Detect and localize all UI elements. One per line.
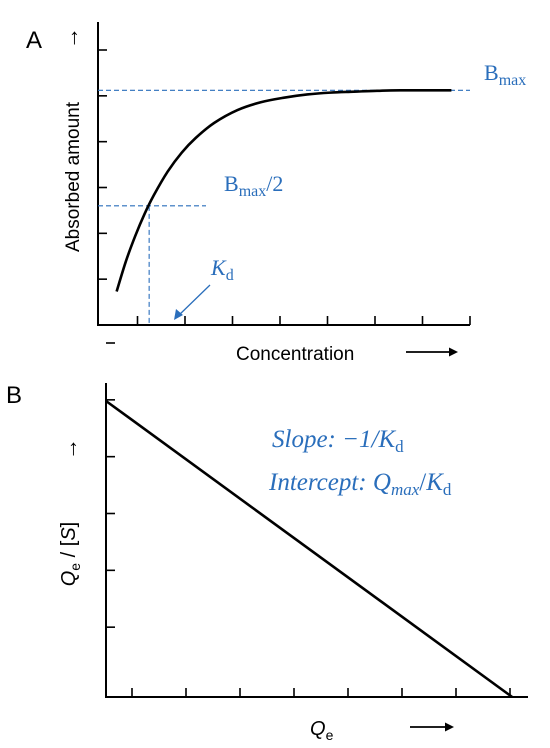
panel-b: B Qe / [S] → Slope: −1/Kd Intercept: Qma… [6, 342, 528, 743]
y-ticks-a [98, 49, 107, 280]
x-axis-label-b: Qe [310, 718, 334, 743]
kd-label: Kd [210, 255, 234, 284]
panel-a: A Absorbed amount → Bmax Bmax/2 Kd Conce… [26, 22, 526, 365]
x-axis-label-a: Concentration [236, 344, 354, 365]
x-ticks-a [136, 316, 471, 325]
scatchard-line [105, 399, 513, 699]
y-axis-label-a: Absorbed amount [63, 101, 84, 252]
y-axis-arrow-b: → [57, 438, 82, 460]
kd-arrow [174, 284, 211, 320]
y-ticks-b [106, 342, 115, 628]
y-axis-label-b: Qe / [S] [58, 522, 83, 587]
half-bmax-label: Bmax/2 [224, 171, 283, 200]
bmax-label: Bmax [484, 60, 526, 89]
slope-label: Slope: −1/Kd [272, 426, 404, 456]
x-axis-arrowhead-b [445, 722, 454, 732]
x-axis-arrowhead-a [449, 347, 458, 357]
x-ticks-b [131, 688, 511, 697]
saturation-curve [115, 88, 452, 292]
panel-label-a: A [26, 27, 42, 54]
intercept-label: Intercept: Qmax/Kd [268, 469, 452, 499]
y-axis-arrow-a: → [58, 27, 83, 49]
panel-label-b: B [6, 382, 22, 409]
